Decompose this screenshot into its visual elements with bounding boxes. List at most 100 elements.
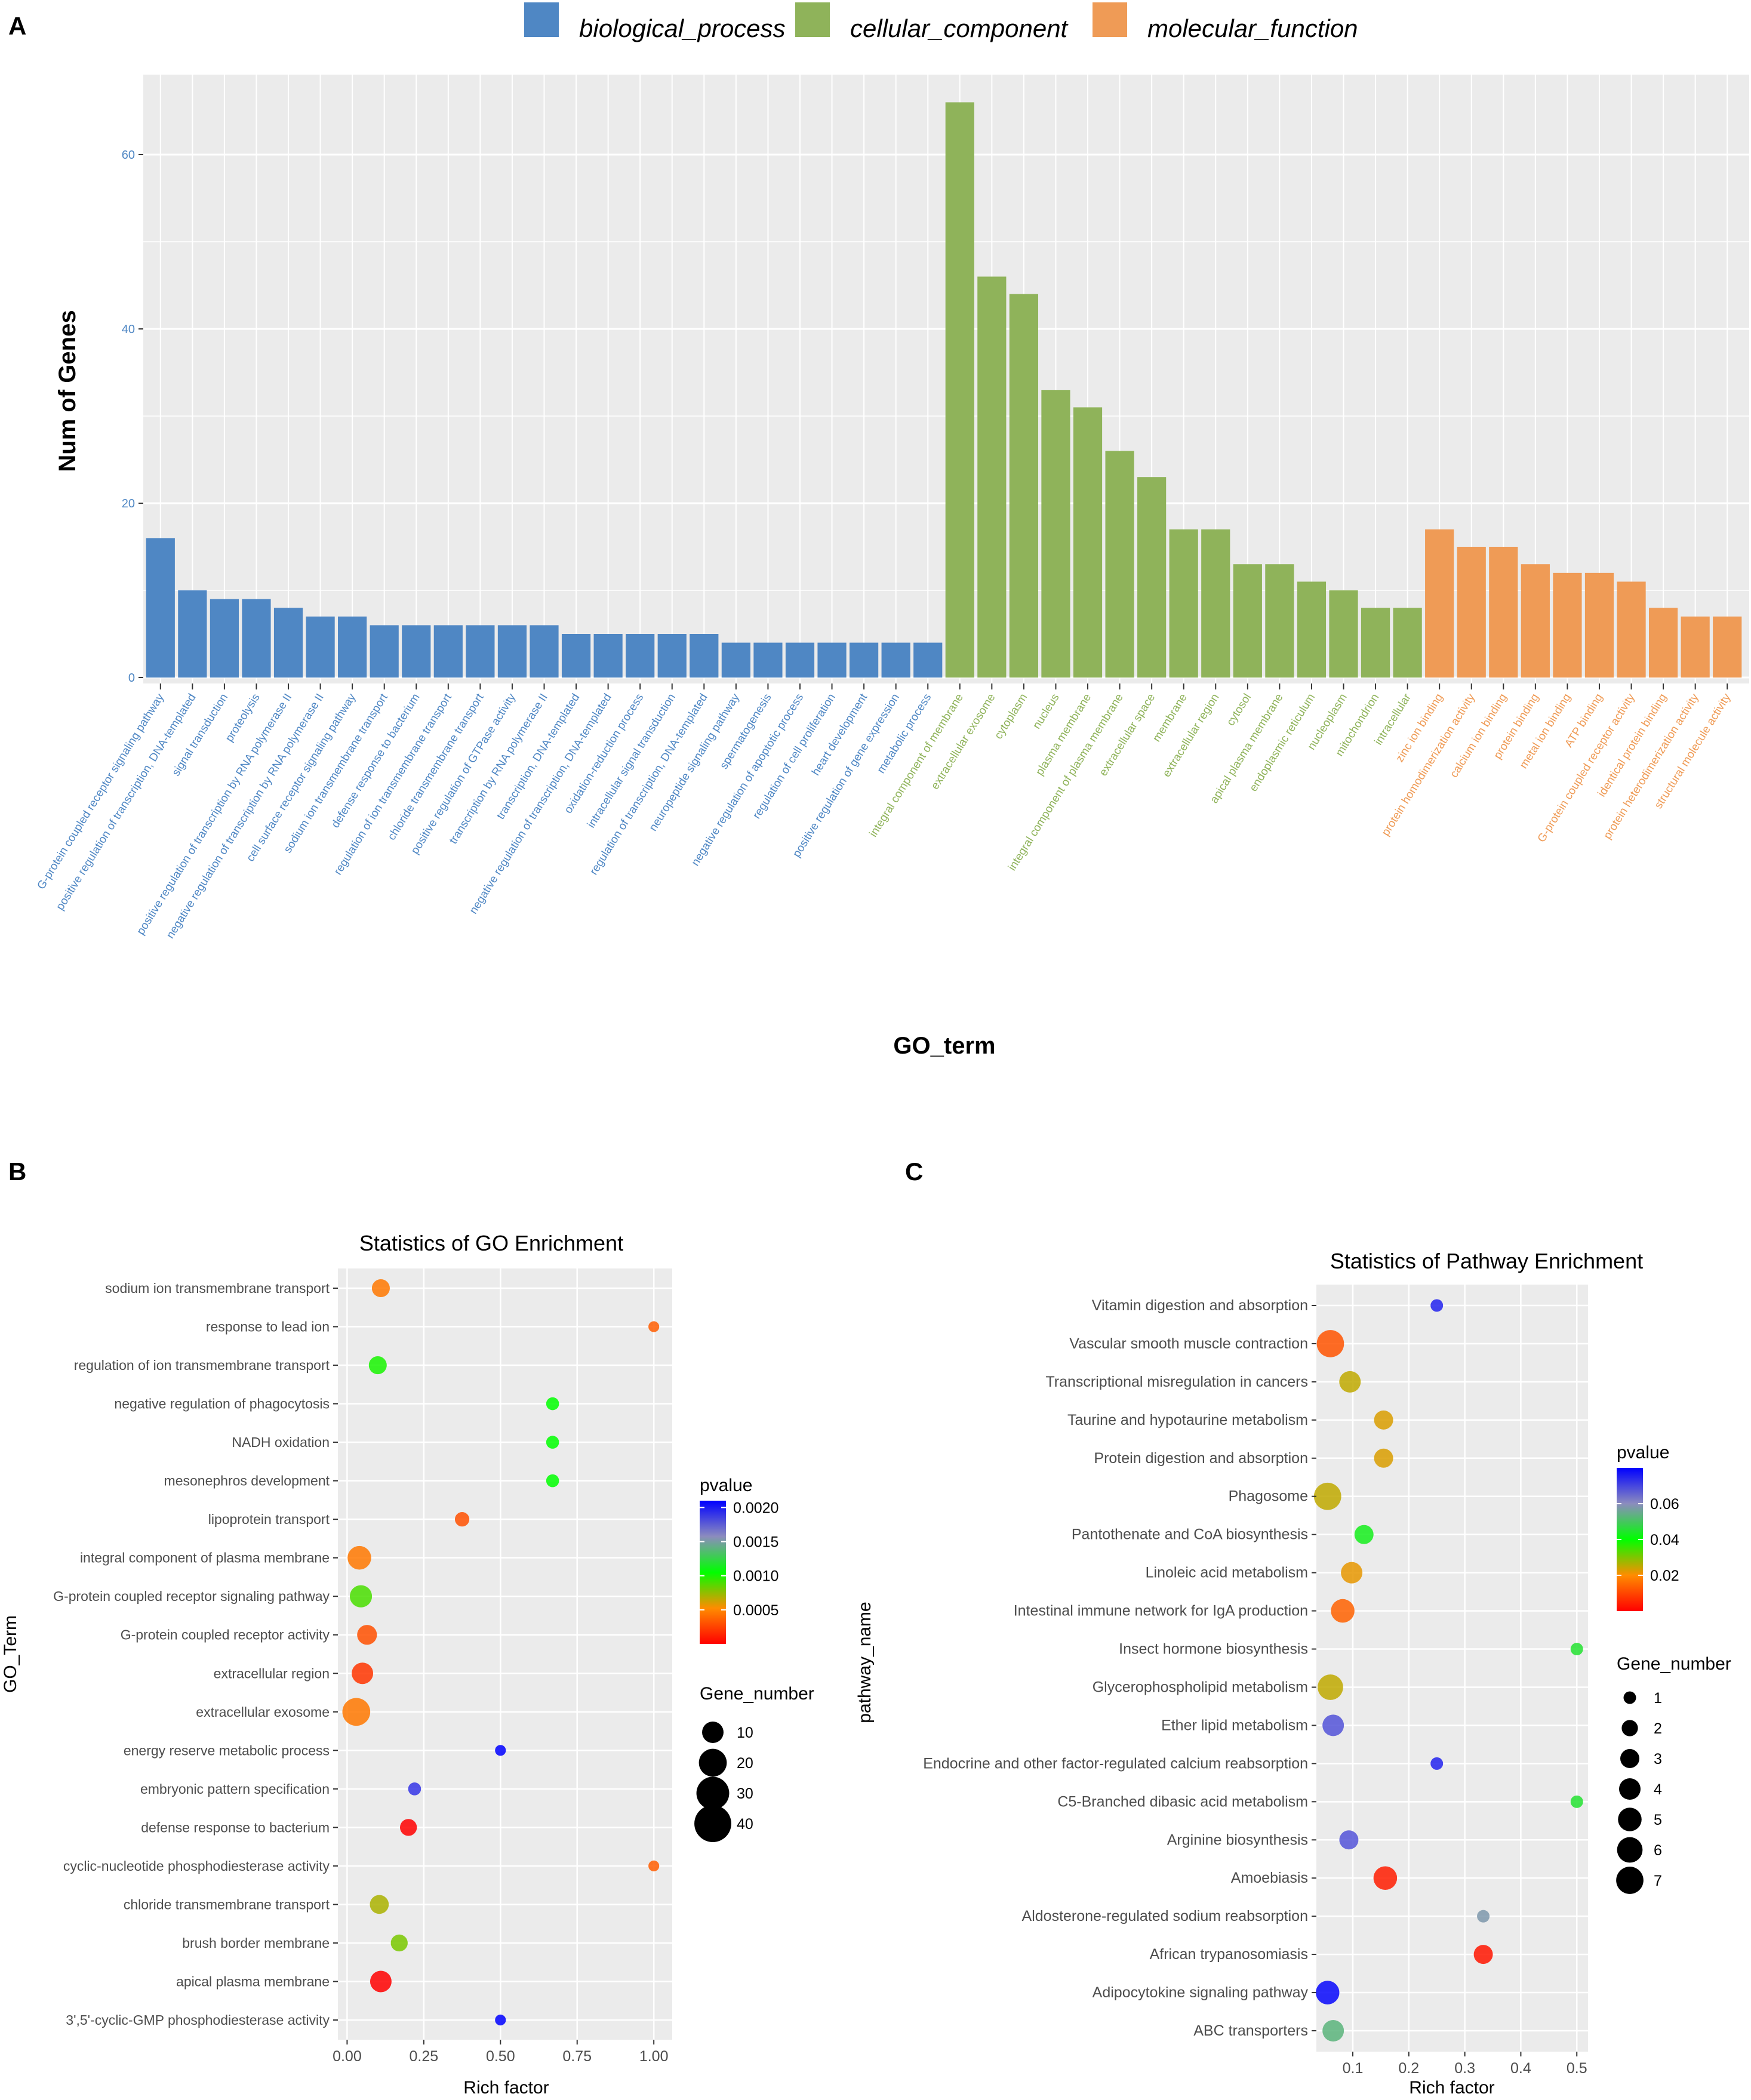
go-y-tick-label: apical plasma membrane [176, 1973, 330, 1989]
pathway-point [1373, 1866, 1398, 1890]
go-size-key-label: 40 [737, 1816, 753, 1833]
go-point [342, 1698, 371, 1726]
pathway-point [1374, 1410, 1393, 1430]
bar-x-tick-label: signal transduction [170, 692, 230, 778]
bar-y-axis-title: Num of Genes [54, 310, 81, 472]
bar [945, 102, 974, 678]
go-point [399, 1819, 417, 1836]
bar [1648, 608, 1678, 678]
pathway-x-tick-label: 0.2 [1398, 2060, 1419, 2077]
bar [530, 625, 559, 678]
pathway-x-axis: 0.1 0.2 0.3 0.4 0.5 [1343, 2052, 1587, 2077]
go-y-tick-label: integral component of plasma membrane [80, 1550, 330, 1566]
legend-swatch-cellular-component [795, 2, 830, 37]
bar [849, 642, 879, 678]
bar-x-tick-label: extracellular space [1097, 692, 1158, 778]
bar [881, 642, 910, 678]
go-y-tick-label: extracellular exosome [196, 1704, 330, 1720]
bar [1584, 572, 1614, 678]
pathway-y-tick-label: Arginine biosynthesis [1167, 1831, 1308, 1848]
bar [1233, 564, 1262, 678]
go-bar-chart: 0 20 40 60 G-protein coupled receptor signa… [35, 2, 1749, 1059]
go-size-key [702, 1722, 724, 1743]
legend-label-molecular-function: molecular_function [1147, 14, 1358, 42]
go-point [546, 1397, 559, 1411]
bar [690, 634, 719, 678]
pathway-grid [1316, 1285, 1588, 2052]
go-x-axis: 0.00 0.25 0.50 0.75 1.00 [333, 2040, 669, 2065]
pathway-color-tick-label: 0.04 [1650, 1532, 1679, 1548]
bar [1361, 608, 1390, 678]
go-color-tick-label: 0.0020 [733, 1499, 778, 1516]
pathway-point [1570, 1643, 1583, 1656]
go-color-bar [700, 1501, 726, 1644]
pathway-y-tick-label: Linoleic acid metabolism [1146, 1565, 1308, 1581]
pathway-color-tick-label: 0.06 [1650, 1496, 1679, 1513]
bar [338, 616, 367, 678]
pathway-y-tick-label: Pantothenate and CoA biosynthesis [1072, 1526, 1308, 1543]
pathway-size-key [1619, 1778, 1641, 1800]
pathway-point [1341, 1562, 1363, 1584]
bar-x-tick-label: cytoplasm [992, 692, 1030, 742]
bar [497, 625, 527, 678]
bar [273, 608, 303, 678]
go-point [546, 1474, 559, 1488]
pathway-y-tick-label: Ether lipid metabolism [1161, 1717, 1308, 1733]
go-enrichment-title: Statistics of GO Enrichment [359, 1231, 623, 1255]
pathway-enrichment-chart: Statistics of Pathway Enrichment Vitamin… [855, 1249, 1731, 2098]
bar [1457, 547, 1486, 678]
pathway-plot-background [1316, 1285, 1588, 2052]
bar [977, 276, 1007, 678]
panel-label-c: C [905, 1157, 923, 1186]
go-point [454, 1512, 470, 1527]
go-x-tick-label: 0.25 [410, 2048, 439, 2065]
go-enrichment-chart: Statistics of GO Enrichment sodium ion t… [1, 1231, 814, 2098]
go-x-tick-label: 0.50 [486, 2048, 515, 2065]
pathway-point [1318, 1674, 1343, 1700]
pathway-points [1313, 1299, 1583, 2042]
go-y-tick-label: chloride transmembrane transport [124, 1896, 330, 1912]
pathway-size-legend-title: Gene_number [1617, 1654, 1731, 1674]
go-color-tick-label: 0.0005 [733, 1602, 778, 1619]
pathway-size-key-label: 3 [1654, 1751, 1662, 1768]
bar [1041, 390, 1070, 678]
go-y-axis-title: GO_Term [1, 1615, 20, 1693]
bar-x-axis-title: GO_term [893, 1033, 995, 1059]
bar-x-tick-label: extracellular exosome [929, 692, 998, 792]
go-size-key-label: 10 [737, 1725, 753, 1741]
bar [1425, 529, 1454, 678]
bar [1489, 547, 1518, 678]
pathway-y-axis: Vitamin digestion and absorption Vascular… [923, 1297, 1316, 2039]
go-point [648, 1860, 660, 1871]
pathway-y-tick-label: African trypanosomiasis [1150, 1946, 1308, 1963]
pathway-point [1477, 1910, 1490, 1923]
pathway-y-tick-label: Adipocytokine signaling pathway [1093, 1984, 1309, 2001]
pathway-y-tick-label: Protein digestion and absorption [1094, 1450, 1308, 1467]
pathway-size-key-label: 1 [1654, 1690, 1662, 1707]
bar [1329, 590, 1358, 678]
bar-x-tick-label: regulation of transcription, DNA-templat… [587, 692, 710, 877]
pathway-y-tick-label: Aldosterone-regulated sodium reabsorptio… [1022, 1908, 1308, 1925]
legend-label-cellular-component: cellular_component [850, 14, 1069, 42]
bar [1073, 407, 1103, 678]
pathway-x-tick-label: 0.5 [1567, 2060, 1587, 2077]
go-point [370, 1970, 392, 1993]
bar [1009, 294, 1039, 678]
bar-y-tick-label: 0 [128, 672, 135, 685]
bar [1105, 451, 1134, 678]
pathway-y-tick-label: Intestinal immune network for IgA produc… [1014, 1603, 1308, 1619]
pathway-point [1430, 1757, 1444, 1770]
go-point [349, 1585, 373, 1608]
pathway-x-tick-label: 0.1 [1343, 2060, 1364, 2077]
pathway-y-tick-label: Amoebiasis [1231, 1870, 1308, 1886]
pathway-y-tick-label: Transcriptional misregulation in cancers [1045, 1374, 1308, 1390]
bar-y-tick-label: 40 [122, 323, 135, 336]
pathway-point [1339, 1371, 1361, 1393]
pathway-size-key-label: 2 [1654, 1720, 1662, 1737]
bar [1617, 581, 1646, 678]
pathway-size-key-label: 6 [1654, 1842, 1662, 1859]
pathway-y-tick-label: C5-Branched dibasic acid metabolism [1057, 1793, 1308, 1810]
go-point [546, 1436, 559, 1449]
bar [1393, 608, 1422, 678]
bar [1521, 564, 1550, 678]
